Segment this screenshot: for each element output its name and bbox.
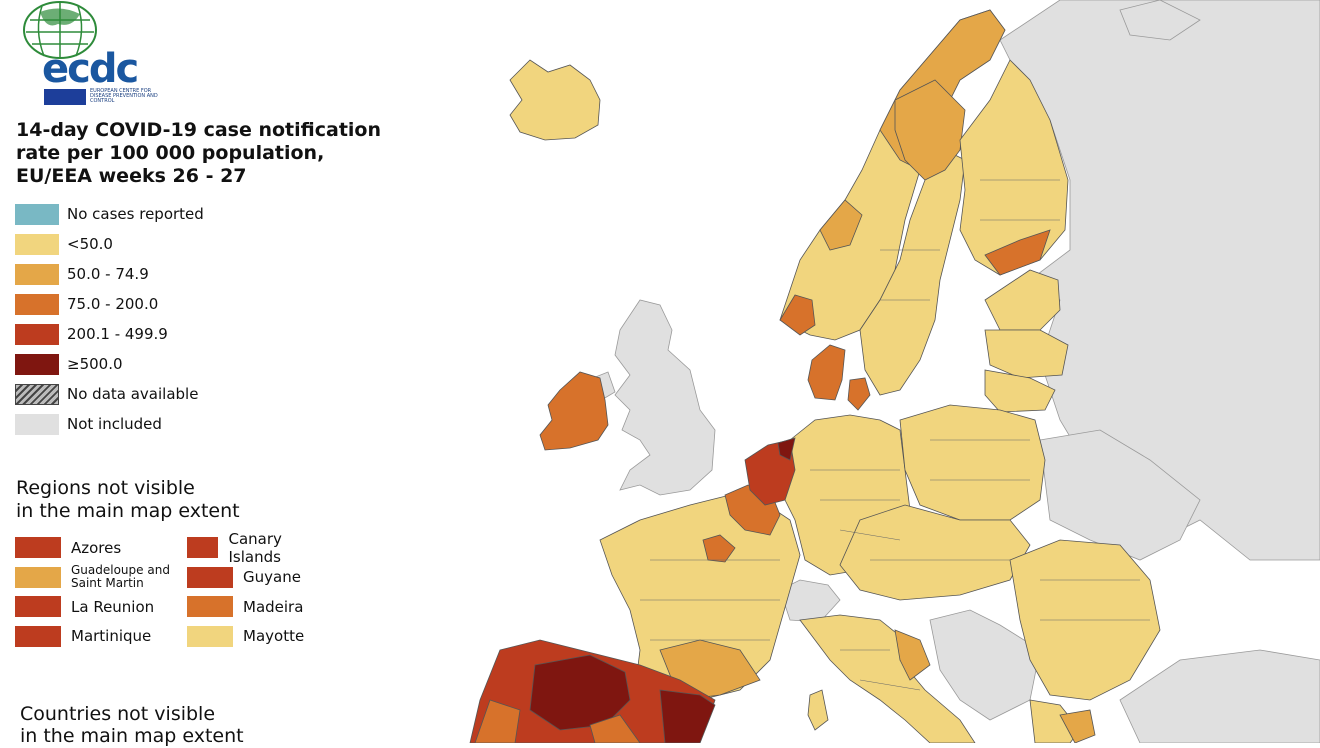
legend-item: 200.1 - 499.9 — [15, 319, 204, 349]
iberia — [469, 639, 716, 743]
region-item: Canary Islands — [187, 529, 304, 566]
legend-swatch — [15, 383, 59, 405]
eu-flag-icon — [44, 89, 86, 105]
regions-title-line-1: Regions not visible — [16, 477, 195, 499]
iceland — [509, 59, 601, 141]
region-item: Guyane — [187, 563, 304, 593]
region-label: Guadeloupe and Saint Martin — [71, 563, 170, 591]
legend-item: No cases reported — [15, 199, 204, 229]
region-swatch — [15, 566, 61, 588]
region-label: Azores — [71, 538, 122, 557]
denmark — [807, 344, 871, 411]
region-label: Guyane — [243, 568, 301, 587]
globe-icon — [23, 1, 97, 59]
legend-item: ≥500.0 — [15, 349, 204, 379]
legend-label: <50.0 — [67, 235, 113, 253]
baltics — [984, 269, 1069, 413]
legend-item: 75.0 - 200.0 — [15, 289, 204, 319]
legend-label: No data available — [67, 385, 199, 403]
regions-left-column: Azores Guadeloupe and Saint Martin La Reun… — [15, 533, 181, 651]
legend-swatch — [15, 323, 59, 345]
legend-swatch — [15, 203, 59, 225]
legend-item: 50.0 - 74.9 — [15, 259, 204, 289]
non-eu-land — [587, 0, 1320, 743]
legend-label: 200.1 - 499.9 — [67, 325, 168, 343]
logo-subtitle: EUROPEAN CENTRE FOR DISEASE PREVENTION A… — [90, 88, 158, 104]
region-swatch — [15, 596, 61, 618]
legend-item: No data available — [15, 379, 204, 409]
ecdc-logo: ecdc EUROPEAN CENTRE FOR DISEASE PREVENT… — [18, 0, 158, 110]
region-label: La Reunion — [71, 597, 155, 616]
region-item: Mayotte — [187, 622, 304, 652]
scandinavia — [779, 9, 1069, 396]
region-swatch — [187, 625, 233, 647]
region-item: Martinique — [15, 622, 181, 652]
logo-wordmark: ecdc — [42, 46, 139, 92]
region-swatch — [15, 537, 61, 559]
regions-right-column: Canary Islands Guyane Madeira Mayotte — [187, 529, 304, 652]
region-swatch — [15, 625, 61, 647]
regions-title-line-2: in the main map extent — [16, 500, 240, 522]
legend-label: ≥500.0 — [67, 355, 123, 373]
region-swatch — [187, 596, 233, 618]
legend-item: <50.0 — [15, 229, 204, 259]
region-swatch — [187, 566, 233, 588]
region-item: Guadeloupe and Saint Martin — [15, 563, 181, 593]
countries-title-line-1: Countries not visible — [20, 703, 216, 725]
legend-item: Not included — [15, 409, 204, 439]
region-label: Canary Islands — [228, 529, 282, 566]
region-boundaries — [640, 179, 1150, 691]
legend-swatch — [15, 413, 59, 435]
region-swatch — [187, 537, 219, 559]
legend-label: Not included — [67, 415, 162, 433]
legend-label: No cases reported — [67, 205, 204, 223]
map-title: 14-day COVID-19 case notification rate p… — [16, 119, 381, 187]
legend-swatch — [15, 353, 59, 375]
legend-swatch — [15, 263, 59, 285]
region-item: Madeira — [187, 592, 304, 622]
region-label: Madeira — [243, 597, 304, 616]
region-item: Azores — [15, 533, 181, 563]
region-item: La Reunion — [15, 592, 181, 622]
legend: No cases reported <50.0 50.0 - 74.9 75.0 - … — [15, 199, 204, 439]
legend-label: 50.0 - 74.9 — [67, 265, 149, 283]
legend-swatch — [15, 233, 59, 255]
countries-title-line-2: in the main map extent — [20, 725, 244, 747]
ireland — [539, 371, 609, 451]
legend-label: 75.0 - 200.0 — [67, 295, 159, 313]
region-label: Martinique — [71, 627, 152, 646]
region-label: Mayotte — [243, 627, 305, 646]
legend-swatch — [15, 293, 59, 315]
